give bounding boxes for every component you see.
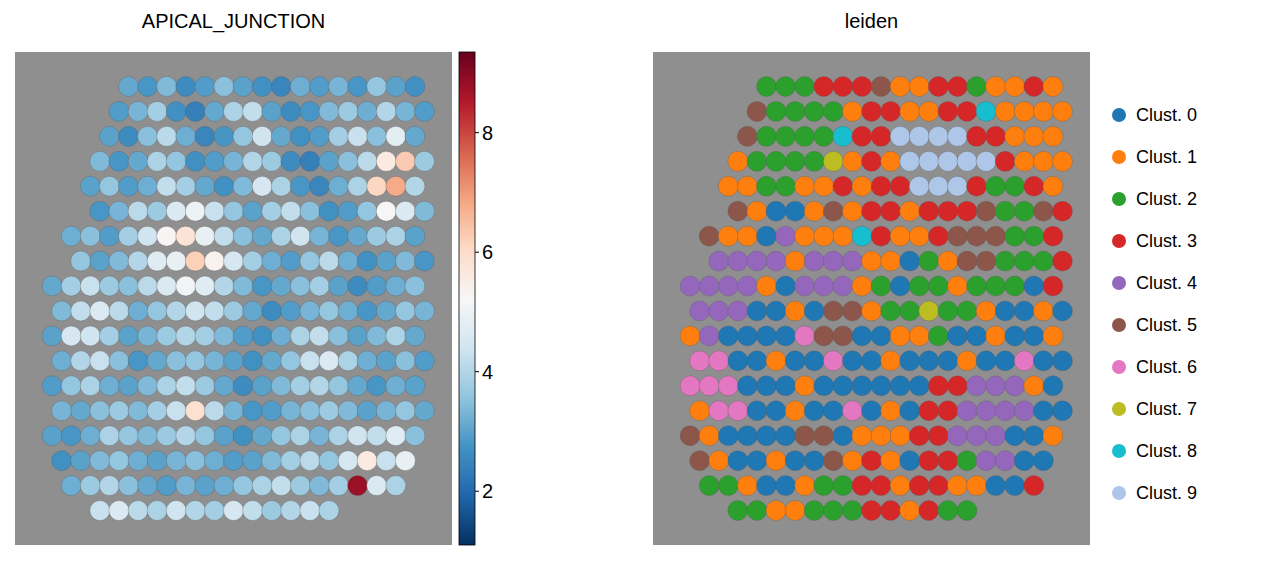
html-text:APICAL_JUNCTION: APICAL_JUNCTION [141, 10, 326, 32]
svg-text:6: 6 [482, 241, 493, 263]
html-text:Clust. 1: Clust. 1 [1136, 146, 1197, 167]
html-text:leiden: leiden [844, 10, 899, 32]
html-text:Clust. 9: Clust. 9 [1136, 482, 1197, 503]
html-text:Clust. 6: Clust. 6 [1136, 356, 1197, 377]
svg-text:8: 8 [482, 122, 493, 144]
svg-text:2: 2 [482, 480, 493, 502]
html-text:Clust. 7: Clust. 7 [1136, 398, 1197, 419]
html-text:Clust. 2: Clust. 2 [1136, 188, 1197, 209]
html-text:Clust. 4: Clust. 4 [1136, 272, 1197, 293]
html-text:Clust. 8: Clust. 8 [1136, 440, 1197, 461]
html-text:Clust. 3: Clust. 3 [1136, 230, 1197, 251]
svg-text:4: 4 [482, 361, 493, 383]
html-text:Clust. 0: Clust. 0 [1136, 104, 1197, 125]
html-text:Clust. 5: Clust. 5 [1136, 314, 1197, 335]
